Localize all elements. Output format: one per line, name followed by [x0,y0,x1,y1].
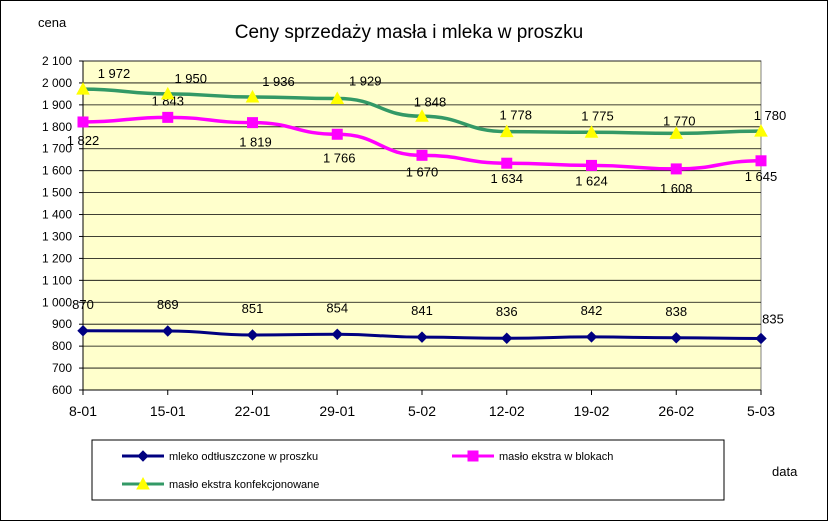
legend-label: masło ekstra w blokach [499,451,613,463]
legend-label: masło ekstra konfekcjonowane [169,479,319,491]
x-tick-label: 5-03 [747,403,775,419]
y-tick-label: 1 400 [42,208,72,222]
data-label: 851 [242,301,264,316]
x-tick-label: 8-01 [69,403,97,419]
legend: mleko odtłuszczone w proszku masło ekstra… [91,439,725,501]
data-label: 841 [411,303,433,318]
series-2-point [755,155,767,167]
series-3-point [160,86,175,100]
data-label: 1 775 [581,108,614,123]
series-1-point [331,328,343,340]
legend-swatch-marker [137,450,149,462]
data-label: 1 608 [660,181,693,196]
series-2-point [162,111,174,123]
series-2-point [501,157,513,169]
series-2-point [77,116,89,128]
y-tick-label: 900 [52,317,72,331]
data-label: 1 780 [754,108,787,123]
data-label: 1 972 [98,66,131,81]
legend-label: mleko odtłuszczone w proszku [169,451,318,463]
chart-title: Ceny sprzedaży masła i mleka w proszku [235,22,583,43]
y-tick-label: 1 500 [42,186,72,200]
legend-swatch-marker [136,476,150,490]
x-tick-label: 15-01 [150,403,186,419]
series-3-point [499,124,514,138]
data-label: 838 [665,304,687,319]
y-tick-label: 1 800 [42,120,72,134]
y-axis-label: cena [38,15,67,30]
data-label: 1 950 [174,71,207,86]
x-tick-label: 22-01 [235,403,271,419]
y-tick-label: 1 700 [42,142,72,156]
series-2-point [247,117,258,129]
data-label: 1 819 [239,135,272,150]
y-tick-label: 700 [52,361,72,375]
data-label: 1 624 [575,173,608,188]
series-1-point [501,332,513,344]
data-label: 1 843 [151,93,184,108]
series-2-point [586,159,597,171]
y-tick-label: 1 900 [42,98,72,112]
series-1-point [246,329,259,341]
y-tick-label: 1 600 [42,164,72,178]
y-tick-label: 1 100 [42,273,72,287]
x-tick-label: 5-02 [408,403,436,419]
data-label: 1 670 [406,164,439,179]
y-tick-label: 2 000 [42,76,72,90]
data-label: 1 848 [414,94,447,109]
y-tick-label: 1 000 [42,295,72,309]
data-label: 842 [581,303,603,318]
data-label: 1 770 [663,113,696,128]
data-label: 854 [326,300,348,315]
y-tick-label: 1 200 [42,251,72,265]
data-label: 1 936 [262,74,295,89]
series-1-point [670,332,682,344]
series-2-point [670,163,682,175]
series-1-point [416,331,428,343]
series-3-point [754,124,768,137]
x-tick-label: 19-02 [574,403,610,419]
legend-box [91,439,725,501]
series-2-point [416,149,428,161]
y-tick-label: 1 300 [42,229,72,243]
data-label: 1 766 [323,150,356,165]
y-tick-label: 600 [52,383,72,397]
data-label: 1 822 [67,133,100,148]
x-axis-label: data [772,464,798,479]
data-label: 1 634 [490,171,523,186]
y-tick-label: 2 100 [42,54,72,68]
data-label: 869 [157,297,179,312]
series-3-point [415,109,429,122]
legend-swatch-marker [467,450,479,462]
x-tick-label: 26-02 [658,403,694,419]
data-label: 870 [72,297,94,312]
x-tick-label: 29-01 [319,403,355,419]
data-label: 1 778 [499,108,532,123]
series-3-point [76,82,90,95]
data-label: 836 [496,304,518,319]
series-1-point [755,332,767,345]
x-tick-label: 12-02 [489,403,525,419]
series-1-point [162,325,174,337]
series-3-point [584,125,599,138]
series-3-point [669,126,684,139]
y-tick-label: 800 [52,339,72,353]
series-3-point [245,89,260,103]
series-2-point [331,128,343,140]
series-3-point [330,91,345,105]
series-1-point [585,331,598,343]
data-label: 1 929 [349,74,382,89]
series-1-point [77,325,89,337]
data-label: 835 [762,311,784,326]
data-label: 1 645 [745,169,778,184]
